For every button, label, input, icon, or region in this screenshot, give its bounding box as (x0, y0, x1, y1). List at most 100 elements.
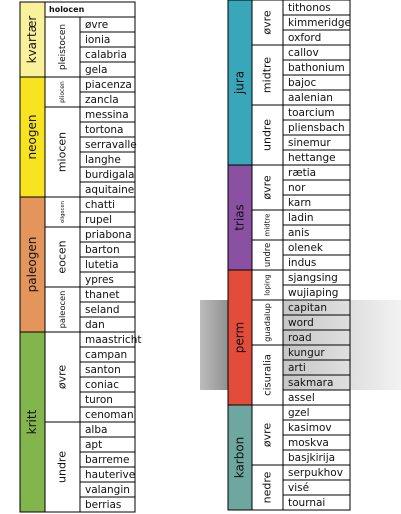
stage-label: cenoman (85, 409, 134, 421)
period-label: kvartær (25, 16, 39, 64)
stage-label: seland (85, 304, 120, 316)
epoch-label: guadalup (262, 303, 272, 342)
stage-label: sinemur (288, 137, 331, 149)
stage-label: berrias (85, 499, 121, 511)
stage-label: visé (288, 482, 309, 494)
period-cell (19, 331, 46, 513)
epoch-label: midtre (264, 214, 272, 237)
epoch-cell (251, 239, 284, 271)
stage-label: capitan (288, 302, 327, 314)
period-cell (227, 0, 253, 166)
stage-label: moskva (288, 437, 329, 449)
stage-label: apt (85, 439, 102, 451)
stage-label: anis (288, 227, 309, 239)
stage-label: road (288, 332, 312, 344)
stage-label: sakmara (288, 377, 333, 389)
stage-label: barton (85, 244, 120, 256)
stage-label: tithonos (288, 2, 331, 14)
epoch-label: cisuralia (263, 354, 274, 396)
epoch-cell (251, 209, 284, 241)
epoch-label: øvre (261, 423, 274, 448)
period-label: jura (233, 71, 247, 95)
epoch-cell (251, 44, 284, 106)
epoch-label: miocen (56, 132, 69, 172)
stage-label: lutetia (85, 259, 119, 271)
epoch-label: oligocen (60, 201, 66, 223)
stage-label: zancla (85, 94, 119, 106)
period-cell (19, 196, 46, 333)
period-label: trias (233, 204, 247, 231)
stage-label: nor (288, 182, 306, 194)
stage-label: thanet (85, 289, 119, 301)
stage-label: campan (85, 349, 127, 361)
period-cell (227, 404, 253, 511)
stage-label: olenek (288, 242, 324, 254)
stage-label: aalenian (288, 92, 333, 104)
stage-label: oxford (288, 32, 321, 44)
epoch-cell (44, 421, 81, 513)
epoch-label: pliocen (59, 81, 66, 103)
stage-label: turon (85, 394, 113, 406)
epoch-label: øvre (261, 10, 274, 35)
epoch-label: holocen (49, 5, 85, 14)
stage-label: barreme (85, 454, 129, 466)
stage-label: gzel (288, 407, 310, 419)
stage-label: priabona (85, 229, 132, 241)
period-label: perm (233, 322, 247, 353)
stage-label: indus (288, 257, 316, 269)
stage-label: calabria (85, 49, 127, 61)
stage-label: kimmeridge (288, 17, 351, 29)
stage-label: karn (288, 197, 311, 209)
period-label: kritt (25, 409, 39, 434)
period-cell (19, 76, 46, 198)
epoch-cell (44, 226, 81, 288)
epoch-label: øvre (56, 365, 69, 390)
epoch-cell (44, 76, 81, 108)
period-label: paleogen (25, 237, 39, 293)
stage-label: rupel (85, 214, 112, 226)
stage-label: arti (288, 362, 306, 374)
stage-label: kasimov (288, 422, 332, 434)
stage-label: maastricht (85, 334, 141, 346)
epoch-cell (251, 464, 284, 511)
stage-label: piacenza (85, 79, 132, 91)
epoch-label: undre (56, 451, 69, 483)
stage-label: bathonium (288, 62, 345, 74)
stage-cell (79, 496, 136, 513)
epoch-cell (44, 331, 81, 423)
stage-label: coniac (85, 379, 119, 391)
highlight-left (200, 300, 229, 390)
stage-label: pliensbach (288, 122, 345, 134)
stage-label: bajoc (288, 77, 316, 89)
epoch-label: loping (264, 274, 272, 296)
stage-label: burdigala (85, 169, 135, 181)
epoch-label: pleistocen (58, 24, 68, 70)
epoch-label: øvre (261, 175, 274, 200)
stage-cell (282, 494, 351, 511)
stage-label: tournai (288, 497, 325, 509)
stage-label: ionia (85, 34, 110, 46)
stage-label: dan (85, 319, 105, 331)
stage-label: basjkirija (288, 452, 335, 464)
epoch-label: midtre (261, 57, 274, 93)
stage-label: langhe (85, 154, 121, 166)
stage-label: aquitaine (85, 184, 134, 196)
stage-label: serravalle (85, 139, 137, 151)
stage-label: wujiaping (288, 287, 338, 299)
epoch-cell (251, 344, 284, 406)
stage-label: øvre (85, 19, 108, 31)
epoch-label: nedre (261, 471, 274, 503)
stage-label: kungur (288, 347, 325, 359)
stage-label: toarcium (288, 107, 335, 119)
epoch-label: paleocen (57, 291, 67, 329)
stage-label: rætia (288, 167, 316, 179)
epoch-cell (251, 299, 284, 346)
period-label: neogen (25, 115, 39, 160)
stage-label: word (288, 317, 314, 329)
stage-label: serpukhov (288, 467, 343, 479)
stage-label: ladin (288, 212, 314, 224)
stage-label: santon (85, 364, 121, 376)
period-label: karbon (233, 437, 247, 479)
stage-label: tortona (85, 124, 124, 136)
